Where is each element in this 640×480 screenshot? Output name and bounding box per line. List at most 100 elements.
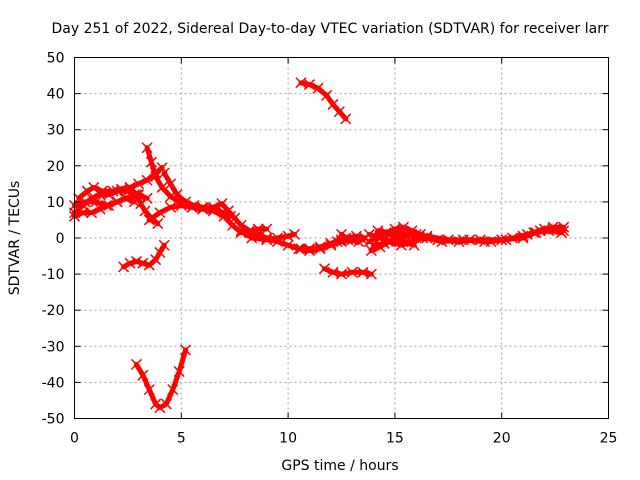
data-point: [391, 232, 403, 244]
data-point: [171, 189, 183, 201]
y-tick-label: -10: [42, 267, 65, 283]
data-point: [303, 79, 315, 91]
data-point: [357, 266, 369, 278]
data-point: [135, 198, 147, 210]
data-point: [421, 232, 433, 244]
data-point: [282, 239, 294, 251]
data-point: [353, 236, 365, 248]
data-point: [86, 207, 98, 219]
data-point: [397, 221, 409, 233]
data-point: [133, 178, 145, 190]
data-point: [372, 225, 384, 237]
data-point: [335, 268, 348, 280]
data-point: [303, 245, 315, 257]
series-arc-13: [118, 239, 170, 273]
axis-ticks: [74, 57, 609, 419]
data-point: [130, 358, 142, 370]
data-point: [400, 236, 412, 248]
x-tick-label: 10: [279, 431, 297, 447]
y-axis-label: SDTVAR / TECUs: [7, 181, 23, 296]
data-point: [261, 234, 273, 246]
data-point: [180, 344, 192, 356]
data-point: [295, 243, 307, 255]
data-point: [165, 178, 177, 190]
y-tick-label: 0: [56, 231, 65, 247]
y-tick-label: -30: [42, 339, 65, 355]
data-point: [115, 183, 128, 195]
data-point: [282, 230, 294, 242]
series-line: [133, 347, 189, 411]
data-point: [436, 236, 448, 248]
data-point: [530, 227, 542, 239]
data-point: [180, 196, 192, 208]
y-tick-labels: -50 -40 -30 -20 -10 0 10 20 30 40 50: [42, 51, 65, 428]
data-point: [120, 192, 132, 204]
data-point: [173, 366, 185, 378]
data-point: [321, 89, 333, 101]
y-tick-label: -20: [42, 303, 65, 319]
data-point: [88, 181, 100, 193]
data-point: [479, 236, 491, 248]
x-tick-label: 15: [386, 431, 404, 447]
y-tick-label: 40: [47, 87, 65, 103]
data-point: [340, 113, 352, 125]
series-line: [298, 80, 349, 122]
data-point: [145, 156, 157, 168]
y-tick-label: -50: [42, 412, 65, 428]
data-point: [543, 225, 555, 237]
data-point: [406, 225, 418, 237]
series-arc-20: [365, 232, 420, 257]
data-traces: [68, 77, 570, 414]
data-point: [346, 266, 358, 278]
series-arc-16: [130, 344, 192, 414]
data-point: [130, 255, 142, 267]
data-point: [327, 266, 339, 278]
series-arc-6: [141, 142, 273, 239]
data-point: [188, 199, 200, 212]
x-tick-labels: 0 5 10 15 20 25: [70, 431, 617, 447]
data-point: [261, 223, 273, 235]
data-point: [137, 369, 149, 381]
data-point: [380, 227, 392, 239]
data-point: [500, 234, 512, 246]
data-point: [408, 239, 420, 251]
x-tick-label: 25: [600, 431, 618, 447]
data-point: [295, 77, 307, 89]
data-point: [124, 257, 136, 269]
data-point: [235, 225, 247, 237]
data-point: [118, 261, 130, 273]
series-arc-14: [295, 77, 352, 125]
data-point: [154, 402, 166, 414]
x-tick-label: 20: [493, 431, 511, 447]
data-point: [143, 384, 155, 396]
data-point: [96, 185, 108, 197]
data-point: [107, 185, 119, 197]
data-point: [165, 201, 177, 213]
data-point: [224, 210, 236, 222]
data-point: [141, 174, 153, 186]
data-point: [207, 203, 219, 215]
data-point: [246, 232, 258, 244]
y-tick-label: 50: [47, 51, 65, 67]
data-point: [150, 171, 162, 183]
data-point: [288, 228, 301, 240]
data-point: [374, 241, 386, 253]
data-point: [197, 201, 209, 213]
data-point: [77, 207, 89, 219]
y-tick-label: 30: [47, 123, 65, 139]
data-point: [141, 142, 153, 154]
data-point: [517, 230, 529, 242]
data-point: [312, 82, 324, 94]
x-axis-label: GPS time / hours: [281, 458, 398, 474]
x-tick-label: 0: [70, 431, 79, 447]
series-arc-12: [335, 228, 365, 248]
data-point: [90, 196, 102, 208]
data-point: [415, 228, 427, 240]
data-point: [555, 227, 568, 239]
data-point: [158, 167, 170, 179]
data-point: [314, 243, 326, 255]
series-arc-3: [73, 162, 168, 204]
data-point: [111, 196, 123, 208]
data-point: [365, 268, 377, 280]
